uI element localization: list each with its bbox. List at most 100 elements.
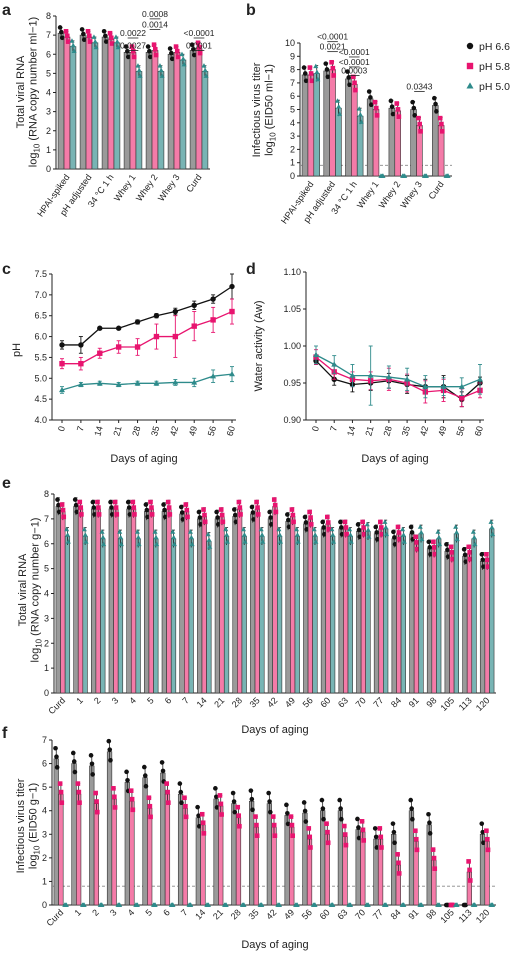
panel-b-data-point — [394, 101, 400, 106]
panel-f-data-point — [75, 781, 81, 786]
panel-e-data-point — [321, 525, 326, 530]
panel-d-y-tick-label: 1.10 — [283, 267, 301, 277]
panel-c-y-tick-label: 4.5 — [34, 394, 47, 404]
panel-e-data-point — [273, 509, 279, 515]
panel-f-bar — [58, 793, 64, 906]
panel-c-data-point — [77, 381, 84, 387]
panel-a-data-point — [125, 54, 131, 60]
panel-e-data-point — [215, 515, 220, 520]
panel-c-data-point — [229, 308, 235, 315]
panel-e-bar — [320, 528, 327, 694]
panel-a-data-point — [63, 29, 69, 34]
panel-e-data-point — [108, 499, 113, 505]
panel-e-data-point — [238, 512, 243, 517]
panel-e-data-point — [237, 505, 243, 510]
panel-e-data-point — [188, 534, 194, 540]
panel-e-x-tick-label: 105 — [439, 695, 457, 713]
panel-e-data-point — [437, 541, 443, 547]
panel-f-bar — [289, 826, 295, 906]
panel-a-data-point — [109, 41, 115, 46]
panel-e-data-point — [113, 505, 119, 510]
panel-b-data-point — [372, 99, 378, 105]
panel-b-data-point — [309, 78, 315, 84]
panel-e-data-point — [96, 505, 101, 510]
panel-e-y-label: Total viral RNAlog10 (RNA copy number g−… — [17, 518, 44, 663]
panel-e-data-point — [488, 519, 494, 524]
panel-f-data-point — [484, 828, 489, 834]
panel-a-y-tick-label: 6 — [46, 49, 51, 59]
panel-e-data-point — [426, 539, 432, 545]
panel-f-data-point — [164, 781, 169, 786]
panel-e-data-point — [432, 551, 438, 557]
panel-c-y-tick-label: 5.0 — [34, 373, 47, 383]
panel-b-y-tick-label: 3 — [290, 131, 295, 141]
panel-f-data-point — [124, 769, 129, 775]
panel-f-data-point — [360, 827, 366, 833]
panel-f-data-point — [324, 821, 329, 826]
panel-e-data-point — [294, 532, 301, 537]
panel-e-bar — [285, 521, 291, 694]
panel-f-data-point — [301, 800, 307, 805]
panel-f-data-point — [373, 834, 379, 840]
legend-marker — [466, 62, 474, 70]
panel-f-data-point — [147, 803, 153, 809]
panel-a-bar — [157, 71, 165, 170]
panel-e-data-point — [294, 526, 300, 532]
panel-e-x-tick-label: 98 — [424, 695, 438, 709]
panel-e-data-point — [250, 510, 256, 515]
panel-a-bar — [107, 38, 115, 170]
panel-e-y-tick-label: 8 — [44, 489, 49, 499]
panel-e-data-point — [83, 539, 89, 544]
panel-b-data-point — [345, 69, 350, 74]
panel-f-x-tick-label: 21 — [211, 907, 225, 921]
panel-f-x-tick-label: 49 — [282, 907, 296, 921]
panel-f-x-tick-label: 35 — [247, 907, 261, 921]
panel-e-x-tick-label: 56 — [301, 695, 315, 709]
panel-e-x-tick-label: 21 — [212, 695, 226, 709]
panel-b-y-tick-label: 8 — [290, 65, 295, 75]
panel-e-bar — [453, 533, 459, 694]
panel-f-bar — [253, 826, 259, 906]
panel-f-data-point — [143, 783, 149, 789]
panel-e-data-point — [308, 515, 313, 520]
panel-a-data-point — [85, 29, 91, 34]
panel-f-bar — [53, 758, 59, 906]
panel-b-data-point — [356, 106, 362, 111]
panel-a-p-value: 0.0014 — [142, 19, 168, 29]
panel-e-bar — [466, 553, 473, 694]
panel-e-y-tick-label: 4 — [44, 589, 49, 599]
panel-b-y-tick-label: 2 — [290, 144, 295, 154]
panel-c-y-tick-label: 5.5 — [34, 352, 47, 362]
panel-a-data-point — [79, 27, 85, 32]
panel-e-data-point — [453, 524, 459, 529]
panel-e-bar — [201, 516, 207, 694]
panel-f-data-point — [214, 794, 219, 800]
panel-e-data-point — [134, 529, 140, 534]
panel-f-bar — [182, 808, 188, 906]
panel-f-data-point — [106, 738, 112, 744]
panel-a-data-point — [189, 42, 195, 47]
panel-b-data-point — [412, 113, 418, 118]
panel-c-y-tick-label: 6.0 — [34, 332, 47, 342]
panel-d-data-point — [477, 376, 483, 382]
panel-e-data-point — [295, 539, 301, 544]
panel-e-data-point — [183, 502, 189, 507]
panel-e-bar — [170, 538, 177, 694]
panel-a-y-tick-label: 1 — [46, 145, 51, 155]
panel-f-data-point — [196, 813, 201, 818]
panel-f-data-point — [253, 814, 258, 819]
panel-f-x-tick-label: 3 — [108, 907, 119, 918]
panel-e-data-point — [290, 512, 296, 518]
panel-e-data-point — [73, 502, 79, 508]
panel-e-data-point — [397, 536, 402, 542]
panel-e-data-point — [312, 532, 318, 537]
panel-c-data-point — [115, 325, 122, 331]
panel-a-p-value: <0.0001 — [184, 28, 215, 38]
panel-e-x-tick-label: 49 — [283, 695, 297, 709]
panel-c-data-point — [97, 350, 103, 356]
panel-f-data-point — [319, 797, 325, 803]
panel-e-data-point — [431, 539, 436, 545]
panel-c-data-point — [229, 371, 235, 377]
panel-f-data-point — [112, 794, 117, 800]
